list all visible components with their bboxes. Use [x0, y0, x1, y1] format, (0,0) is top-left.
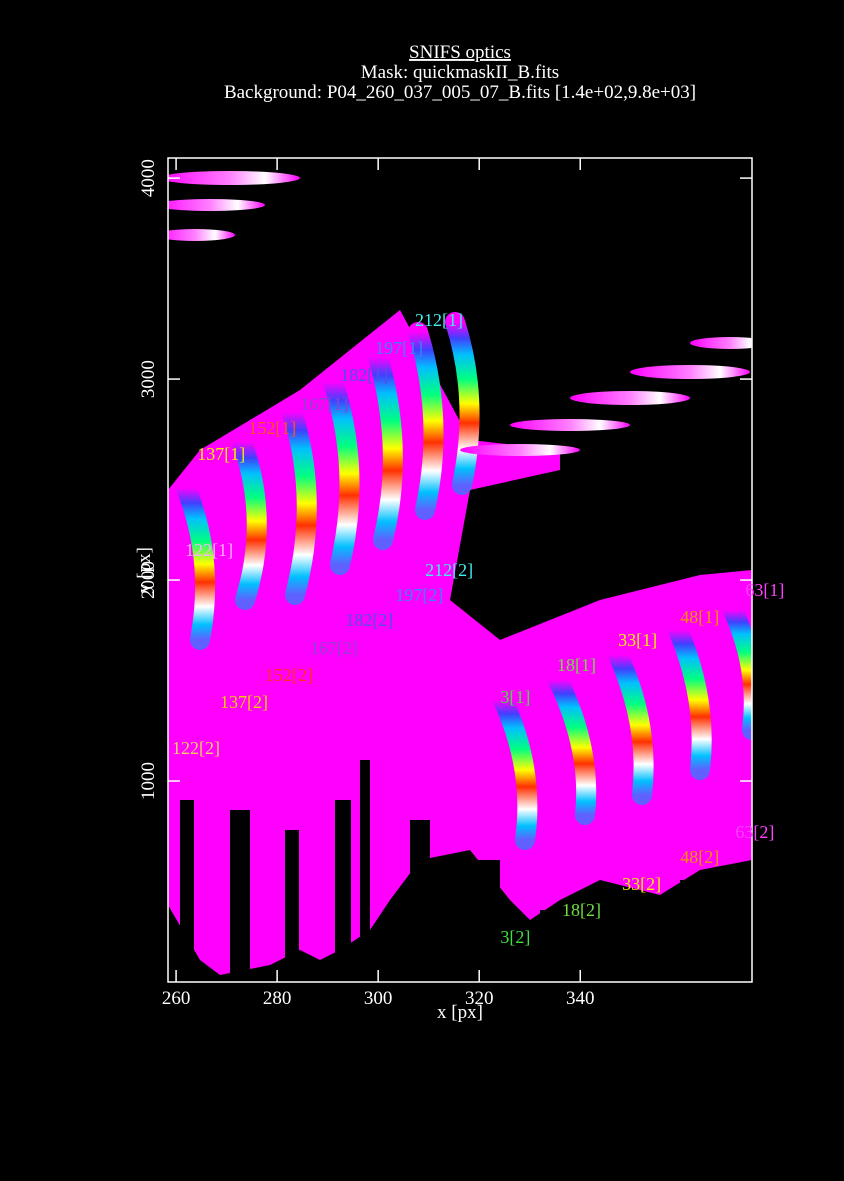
- annotation-label: 18[2]: [562, 900, 601, 920]
- annotation-label: 122[1]: [185, 540, 233, 560]
- y-tick-label: 1000: [138, 762, 159, 800]
- chart-subtitle: Mask: quickmaskII_B.fits: [361, 62, 559, 83]
- chart-subtitle: Background: P04_260_037_005_07_B.fits [1…: [224, 82, 696, 103]
- x-tick-label: 280: [263, 988, 292, 1009]
- plot-frame: [167, 157, 753, 983]
- annotation-label: 63[2]: [735, 822, 774, 842]
- y-tick-label: 3000: [138, 360, 159, 398]
- annotation-label: 33[1]: [618, 630, 657, 650]
- annotation-label: 197[2]: [395, 585, 443, 605]
- annotation-label: 167[1]: [300, 394, 348, 414]
- annotation-label: 48[1]: [680, 607, 719, 627]
- x-tick-label: 300: [364, 988, 393, 1009]
- y-axis-label: y [px]: [134, 547, 155, 593]
- annotation-label: 152[2]: [265, 665, 313, 685]
- annotation-label: 18[1]: [557, 655, 596, 675]
- x-tick-label: 340: [566, 988, 595, 1009]
- annotation-label: 212[2]: [425, 560, 473, 580]
- x-axis-label: x [px]: [437, 1002, 483, 1023]
- horizontal-spectra: [168, 171, 752, 456]
- annotation-label: 3[1]: [500, 687, 530, 707]
- annotation-label: 137[1]: [197, 444, 245, 464]
- annotation-label: 152[1]: [248, 418, 296, 438]
- annotation-label: 33[2]: [622, 874, 661, 894]
- x-tick-label: 320: [465, 988, 494, 1009]
- background-image: [168, 171, 752, 980]
- annotation-label: 122[2]: [172, 738, 220, 758]
- annotation-label: 182[1]: [340, 365, 388, 385]
- annotation-label: 3[2]: [500, 927, 530, 947]
- annotation-label: 137[2]: [220, 692, 268, 712]
- annotation-label: 182[2]: [345, 610, 393, 630]
- annotation-label: 212[1]: [415, 310, 463, 330]
- chart-title: SNIFS optics: [409, 42, 511, 63]
- annotation-label: 167[2]: [310, 638, 358, 658]
- annotation-label: 48[2]: [680, 847, 719, 867]
- annotation-label: 63[1]: [745, 580, 784, 600]
- x-tick-label: 260: [162, 988, 191, 1009]
- y-tick-label: 2000: [138, 561, 159, 599]
- gaps: [180, 760, 752, 980]
- annotation-label: 197[1]: [375, 338, 423, 358]
- y-tick-label: 4000: [138, 159, 159, 197]
